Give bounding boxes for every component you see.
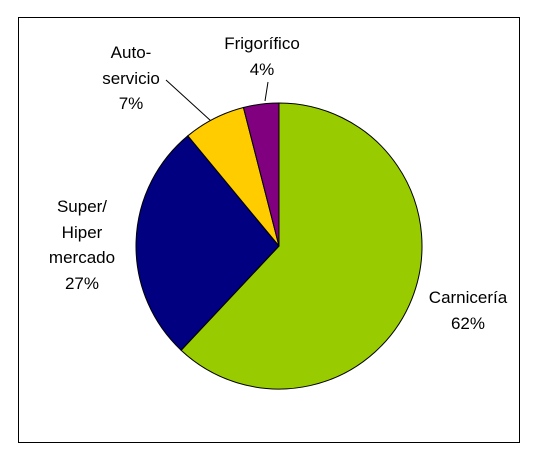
category-label: Auto- servicio	[102, 43, 160, 88]
pie-slice	[180, 102, 423, 390]
pie-slice	[135, 135, 280, 351]
category-label: Carnicería	[428, 288, 508, 307]
value-label: 4%	[249, 59, 275, 79]
chart-frame	[18, 17, 520, 443]
value-label: 27%	[64, 273, 100, 293]
pie-slice	[242, 102, 280, 247]
value-label: 7%	[118, 94, 144, 113]
value-label: 62%	[450, 313, 486, 333]
slice-label: Super/ Hiper mercado 27%	[49, 194, 115, 296]
leader-line	[165, 79, 212, 122]
leader-line	[264, 81, 269, 102]
slice-label: Auto- servicio 7%	[102, 40, 160, 117]
category-label: Frigorífico	[224, 34, 300, 53]
slice-label: Carnicería 62%	[429, 285, 507, 336]
category-label: Super/ Hiper mercado	[48, 197, 116, 267]
slice-label: Frigorífico 4%	[224, 31, 300, 82]
